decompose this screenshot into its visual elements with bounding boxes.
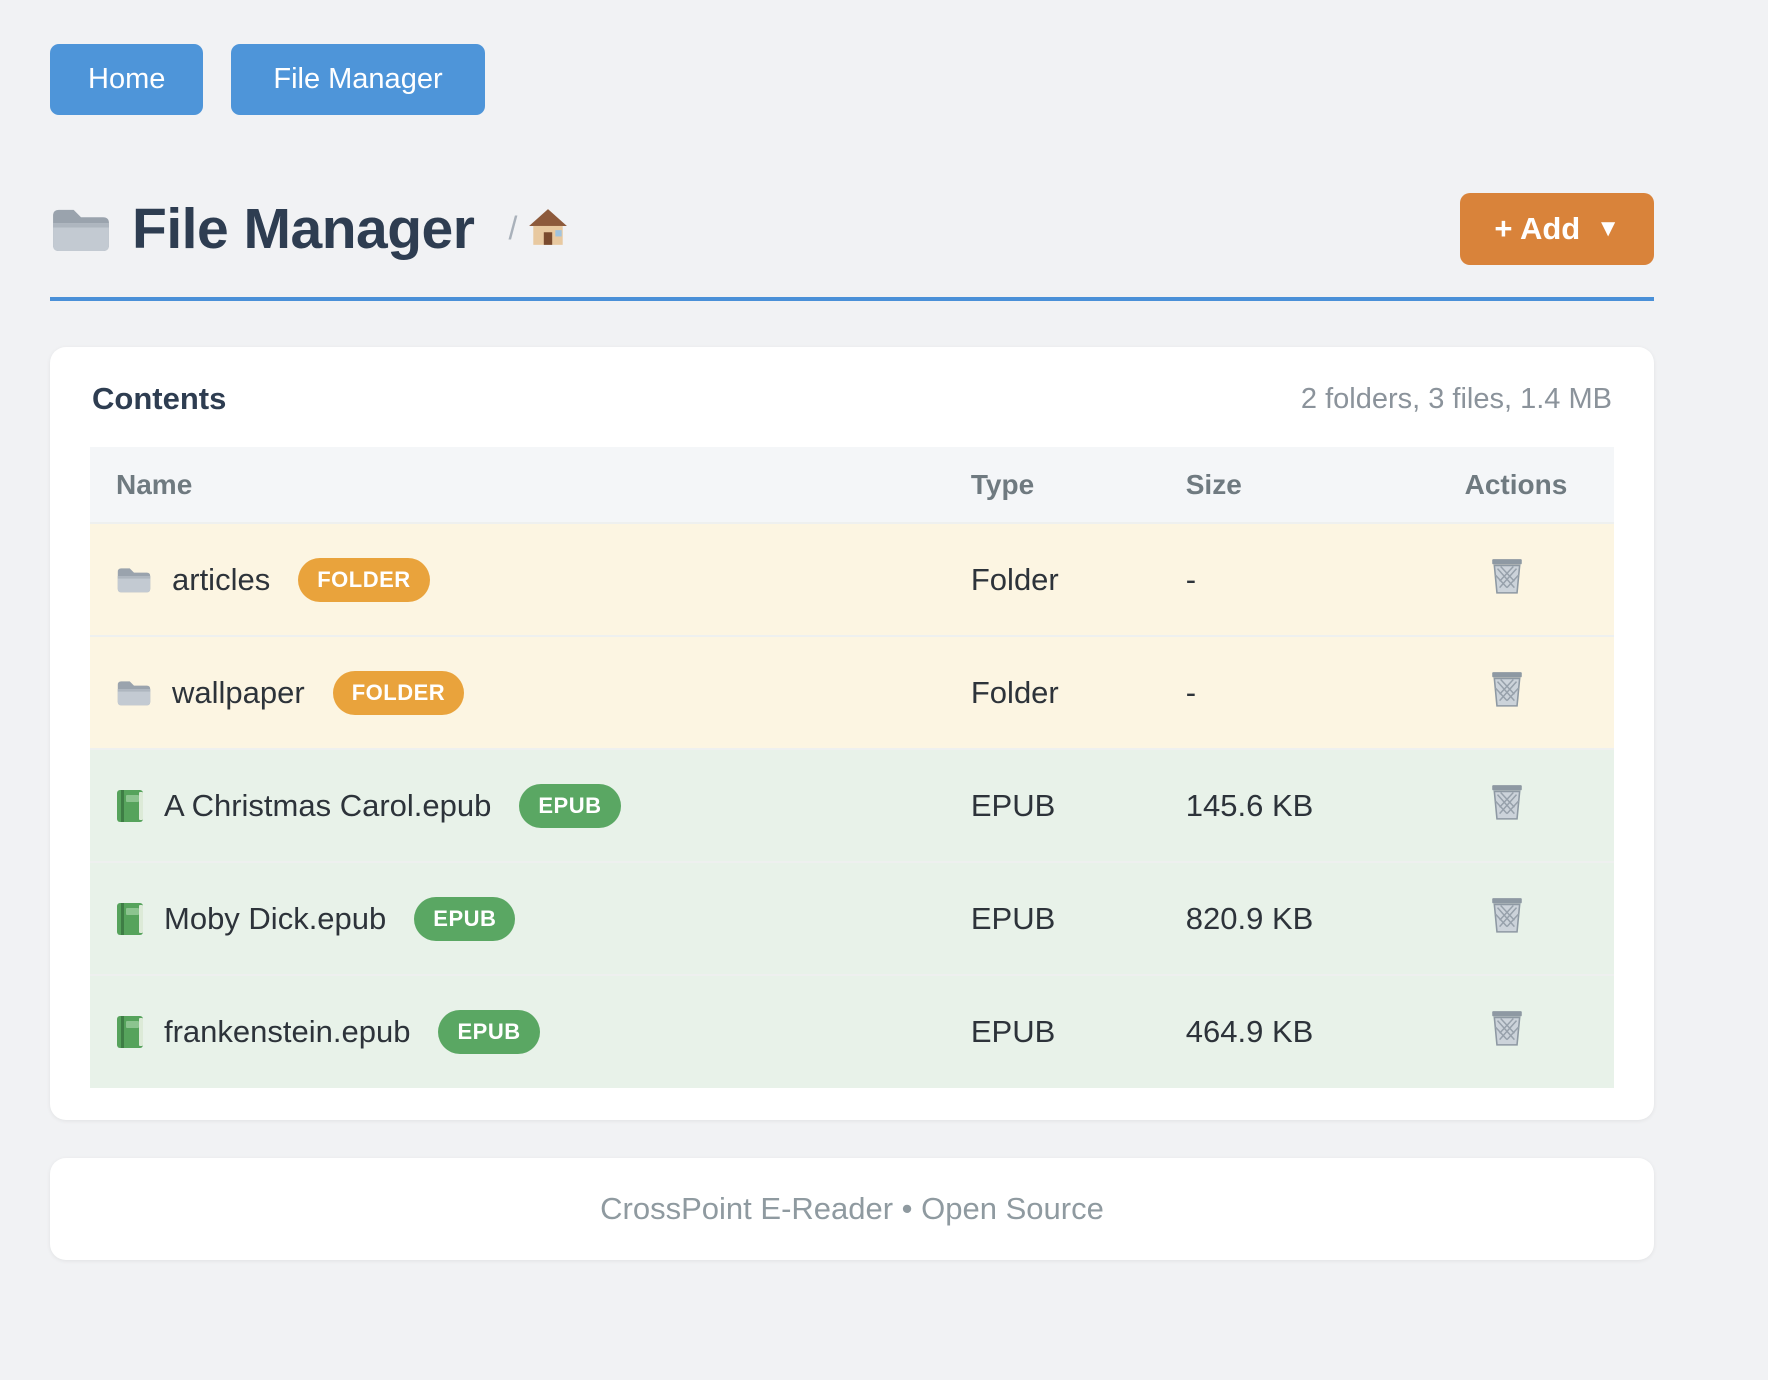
file-size: 145.6 KB — [1185, 787, 1314, 823]
file-type: EPUB — [970, 900, 1056, 936]
add-button-label: + Add — [1494, 211, 1581, 246]
table-row-wallpaper[interactable]: wallpaper FOLDER Folder - — [90, 636, 1614, 749]
delete-button[interactable] — [1489, 1009, 1525, 1047]
epub-badge: EPUB — [438, 1010, 540, 1054]
file-type: EPUB — [970, 787, 1056, 823]
column-header-name: Name — [116, 468, 193, 500]
book-icon — [116, 902, 144, 936]
file-table-header-row: Name Type Size Actions — [90, 447, 1614, 523]
file-type: Folder — [970, 674, 1059, 710]
file-name: Moby Dick.epub — [164, 900, 387, 936]
file-name: articles — [172, 561, 271, 597]
contents-card-header: Contents 2 folders, 3 files, 1.4 MB — [90, 381, 1614, 447]
breadcrumb-separator: / — [508, 210, 518, 246]
page-title: File Manager — [132, 197, 475, 261]
add-button[interactable]: + Add ▼ — [1460, 193, 1654, 265]
file-name: A Christmas Carol.epub — [164, 787, 492, 823]
file-size: 820.9 KB — [1185, 900, 1314, 936]
folder-icon — [50, 204, 112, 254]
table-row-moby-dick[interactable]: Moby Dick.epub EPUB EPUB 820.9 KB — [90, 862, 1614, 975]
folder-icon — [116, 678, 152, 707]
home-icon[interactable] — [527, 207, 569, 247]
delete-button[interactable] — [1489, 783, 1525, 821]
trash-icon — [1489, 1009, 1525, 1047]
file-name: frankenstein.epub — [164, 1014, 411, 1049]
delete-button[interactable] — [1489, 557, 1525, 595]
folder-badge: FOLDER — [298, 557, 430, 602]
table-row-articles[interactable]: articles FOLDER Folder - — [90, 523, 1614, 636]
column-header-type: Type — [970, 468, 1035, 500]
contents-summary: 2 folders, 3 files, 1.4 MB — [1300, 382, 1612, 415]
page-content: Home File Manager File Manager / + Add ▼… — [50, 0, 1654, 1260]
contents-card: Contents 2 folders, 3 files, 1.4 MB Name… — [50, 347, 1654, 1120]
file-name: wallpaper — [172, 674, 305, 710]
nav-file-manager-button[interactable]: File Manager — [231, 44, 485, 115]
book-icon — [116, 1015, 144, 1049]
contents-title: Contents — [92, 381, 227, 416]
folder-icon — [116, 565, 152, 594]
breadcrumb: / — [508, 207, 569, 251]
footer: CrossPoint E-Reader • Open Source — [50, 1158, 1654, 1260]
table-row-christmas-carol[interactable]: A Christmas Carol.epub EPUB EPUB 145.6 K… — [90, 749, 1614, 862]
file-type: EPUB — [970, 1014, 1056, 1049]
top-nav: Home File Manager — [50, 44, 1654, 115]
epub-badge: EPUB — [519, 783, 621, 828]
nav-home-button[interactable]: Home — [50, 44, 204, 115]
file-table: Name Type Size Actions articles FOLDER — [90, 447, 1614, 1088]
file-type: Folder — [970, 561, 1059, 597]
book-icon — [116, 789, 144, 823]
trash-icon — [1489, 783, 1525, 821]
file-size: - — [1185, 561, 1197, 597]
table-row-frankenstein[interactable]: frankenstein.epub EPUB EPUB 464.9 KB — [90, 975, 1614, 1088]
trash-icon — [1489, 557, 1525, 595]
page-title-group: File Manager / — [50, 196, 569, 262]
accent-divider — [50, 297, 1654, 301]
delete-button[interactable] — [1489, 896, 1525, 934]
page-header: File Manager / + Add ▼ — [50, 193, 1654, 265]
column-header-actions: Actions — [1464, 468, 1568, 500]
file-size: - — [1185, 674, 1197, 710]
epub-badge: EPUB — [414, 896, 516, 941]
chevron-down-icon: ▼ — [1596, 215, 1620, 242]
trash-icon — [1489, 896, 1525, 934]
folder-badge: FOLDER — [332, 670, 465, 715]
footer-text: CrossPoint E-Reader • Open Source — [600, 1191, 1104, 1226]
trash-icon — [1489, 670, 1525, 708]
delete-button[interactable] — [1489, 670, 1525, 708]
file-size: 464.9 KB — [1185, 1014, 1314, 1049]
column-header-size: Size — [1185, 468, 1242, 500]
